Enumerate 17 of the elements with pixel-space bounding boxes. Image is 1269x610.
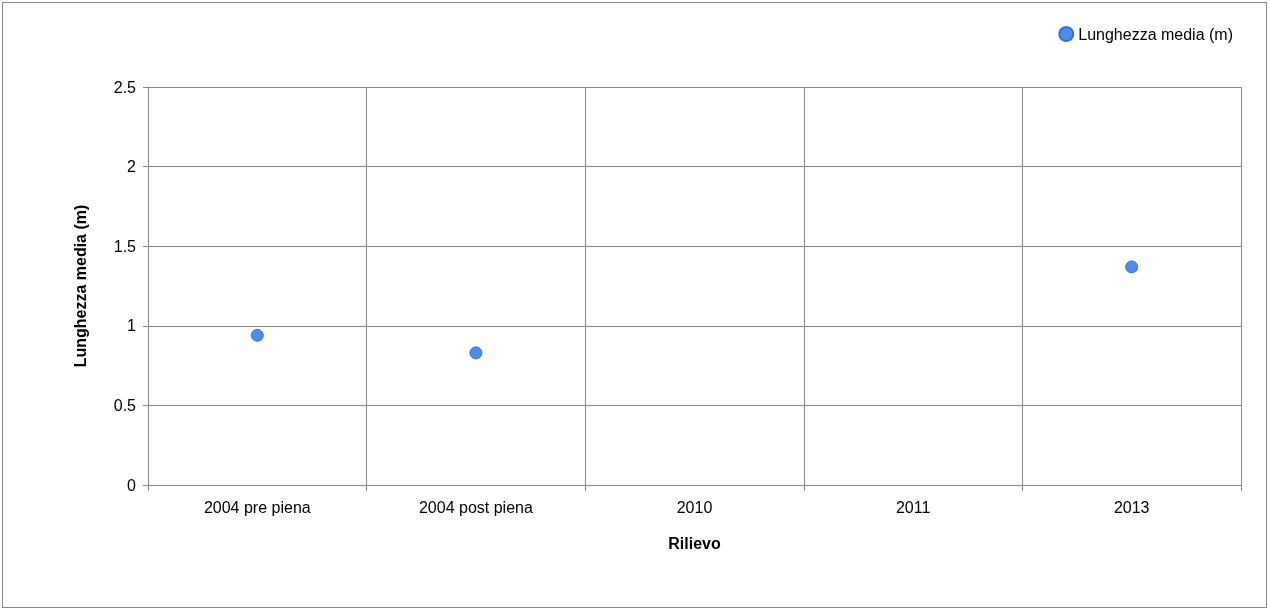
y-tick-label: 1.5	[113, 237, 137, 255]
point	[1125, 260, 1139, 274]
x-tick-label: 2004 pre piena	[203, 498, 311, 516]
legend-label: Lunghezza media (m)	[1078, 25, 1234, 43]
y-axis-title: Lunghezza media (m)	[71, 204, 89, 368]
y-tick-label: 2.5	[113, 78, 137, 96]
x-tick-label: 2013	[1113, 498, 1150, 516]
y-tick-label: 1	[127, 317, 137, 335]
y-tick-label: 0	[127, 476, 137, 494]
x-tick-label: 2004 post piena	[418, 498, 533, 516]
x-tick-label: 2010	[676, 498, 713, 516]
point	[469, 346, 483, 360]
x-axis-title: Rilievo	[668, 534, 721, 552]
y-tick-label: 2	[127, 158, 137, 176]
y-tick-label: 0.5	[113, 396, 137, 414]
point	[250, 328, 264, 342]
x-tick-label: 2011	[895, 498, 931, 516]
